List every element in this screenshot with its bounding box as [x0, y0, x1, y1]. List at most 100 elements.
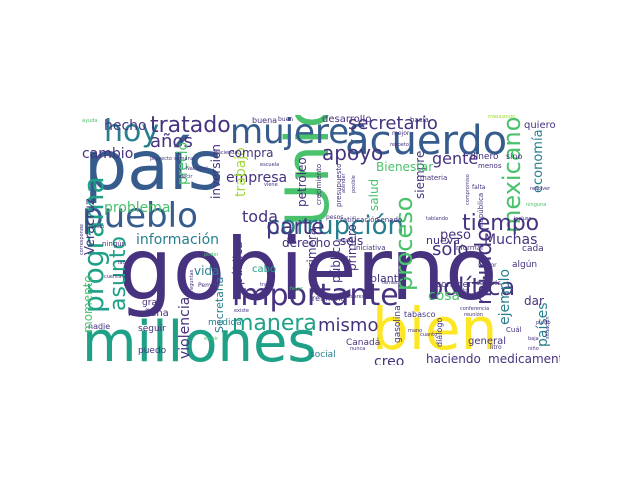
word-viene: viene — [264, 182, 278, 188]
word-ejemplo: ejemplo — [497, 268, 513, 325]
word-mano: mano — [408, 328, 423, 334]
word-cloud: gobierno Unidos país millones bien acuer… — [80, 115, 560, 365]
word-apoyo: apoyo — [322, 141, 384, 165]
word-hoy: hoy — [104, 115, 160, 149]
word-canada: Canadá — [346, 338, 381, 348]
word-existe: existe — [234, 308, 249, 314]
word-despues: después — [476, 280, 502, 287]
word-vida: vida — [194, 264, 220, 278]
word-proyecto: proyecto — [150, 156, 172, 162]
word-general: general — [468, 336, 507, 347]
word-aqui: aquí — [338, 238, 349, 244]
word-posible: posible — [351, 175, 357, 193]
word-puedo: puedo — [138, 346, 167, 356]
word-medida: medida — [208, 318, 242, 328]
word-trata: trata — [260, 282, 273, 288]
word-planta: planta — [370, 272, 405, 285]
word-tratado: tratado — [150, 115, 231, 138]
word-bien: bien — [372, 295, 498, 363]
word-litro: litro — [490, 344, 502, 351]
word-cuenta: cuenta — [104, 274, 122, 280]
word-empresa: empresa — [226, 170, 288, 186]
word-nadie: nadie — [88, 322, 111, 331]
word-situacion: situación — [545, 316, 551, 339]
word-tabasco: tabasco — [404, 310, 436, 319]
word-salud: salud — [367, 178, 381, 211]
word-respeto: respeto — [390, 142, 409, 148]
word-resolver: resolver — [530, 186, 551, 192]
word-nueva: nueva — [426, 234, 460, 247]
word-cuanto: cuanto — [420, 332, 438, 338]
word-sector: sector — [478, 262, 497, 269]
word-conocer: conocer — [436, 280, 472, 290]
word-quiero: quiero — [524, 120, 556, 131]
word-trabajando: trabajando — [488, 115, 516, 120]
word-reunion: reunión — [464, 312, 483, 318]
word-incluso: incluso — [514, 216, 532, 222]
word-punto: punto — [536, 320, 551, 326]
word-hacienda: Hacienda — [214, 150, 238, 156]
word-cosa: cosa — [428, 288, 461, 304]
word-bienestar: Bienestar — [376, 160, 434, 174]
word-cual: Cuál — [506, 326, 522, 334]
word-manera: manera — [232, 311, 317, 336]
word-corrupcion: corrupción — [266, 211, 405, 241]
word-algun: algún — [512, 260, 538, 270]
word-baja: baja — [528, 336, 539, 342]
word-elegir: elegir — [204, 336, 219, 342]
word-muchas: Muchas — [484, 232, 538, 248]
word-economia: economía — [531, 129, 546, 193]
word-refineria: refinería — [312, 294, 346, 303]
word-poder: poder — [204, 252, 219, 258]
word-problema: problema — [104, 200, 171, 216]
word-publica: pública — [231, 241, 245, 285]
word-publico: público — [329, 239, 343, 283]
word-creo: creo — [374, 354, 405, 365]
word-sido: sido — [94, 224, 105, 230]
word-pais: país — [84, 127, 224, 206]
word-parte: parte — [266, 215, 325, 240]
word-importante: importante — [232, 278, 399, 313]
word-desarrollo: desarrollo — [322, 115, 372, 125]
word-gobierno: gobierno — [118, 220, 498, 320]
word-peso: peso — [440, 228, 471, 243]
word-mismo: mismo — [318, 315, 379, 336]
word-ninguna: ninguna — [526, 202, 547, 208]
word-senado: Senado — [376, 216, 403, 224]
word-decir: decir — [180, 174, 193, 180]
word-mejor: mejor — [392, 130, 410, 137]
word-nacional: Nacional — [186, 166, 208, 172]
word-acuerdo: acuerdo — [345, 118, 508, 164]
word-dar: dar — [524, 294, 544, 308]
word-conferencia: conferencia — [460, 306, 490, 312]
word-falta: falta — [472, 184, 486, 191]
word-corresponde: corresponde — [80, 223, 85, 255]
word-informar: informar — [454, 244, 484, 252]
word-compromiso: compromiso — [465, 174, 471, 205]
word-lado: lado — [118, 260, 129, 266]
word-nunca: nunca — [350, 346, 366, 352]
word-cabo: cabo — [252, 264, 277, 275]
word-hacia: hacia — [410, 116, 429, 124]
word-haciendo: haciendo — [426, 352, 481, 365]
word-cambio: cambio — [82, 146, 134, 162]
word-crecimiento: crecimiento — [315, 163, 323, 205]
word-gran: gran — [142, 298, 163, 308]
word-tablando: tablando — [426, 216, 449, 222]
word-politica: política — [428, 273, 516, 301]
word-millones: millones — [82, 310, 317, 366]
word-ningun: ningún — [102, 240, 127, 248]
word-pueblo: pueblo — [82, 196, 198, 236]
word-ratificacion: ratificación — [340, 216, 379, 224]
word-escuela: escuela — [260, 162, 280, 168]
word-dialogo: diálogo — [435, 317, 444, 347]
word-pemex: Pemex — [198, 282, 219, 289]
word-violencia: violencia — [177, 296, 193, 359]
word-seis: seis — [340, 234, 364, 248]
word-preguntas: preguntas — [189, 269, 195, 295]
word-gente: gente — [432, 149, 479, 168]
word-nino: niño — [528, 346, 539, 352]
word-iniciativa: iniciativa — [354, 244, 386, 252]
word-sino: sino — [506, 152, 523, 161]
word-gasolina: gasolina — [393, 305, 403, 343]
